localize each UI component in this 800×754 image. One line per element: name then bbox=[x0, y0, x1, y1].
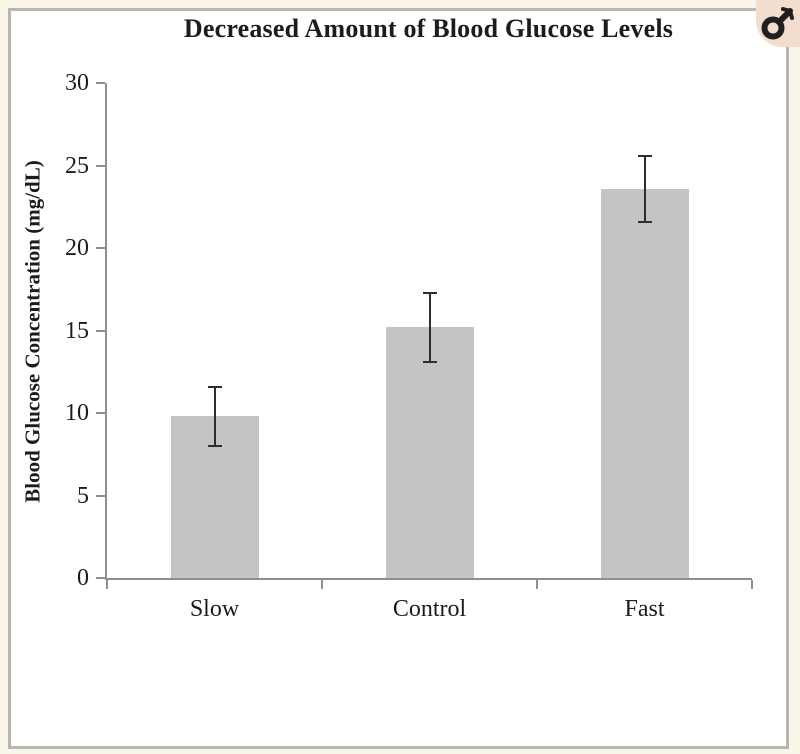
bar-fast bbox=[600, 188, 689, 578]
y-tick-mark bbox=[96, 494, 105, 497]
x-axis-category-label-slow: Slow bbox=[189, 596, 240, 622]
chart-title: Decreased Amount of Blood Glucose Levels bbox=[183, 14, 674, 43]
y-tick-label: 15 bbox=[65, 317, 89, 344]
x-tick-mark bbox=[751, 580, 753, 589]
error-bar-cap-top-fast bbox=[637, 154, 652, 157]
y-tick-label: 5 bbox=[77, 482, 89, 509]
male-symbol-icon bbox=[761, 6, 794, 39]
x-axis-category-label-fast: Fast bbox=[624, 596, 665, 622]
corner-badge[interactable] bbox=[756, 0, 800, 47]
plot-area: 0 5 10 15 20 25 30 Slow Control Fast bbox=[65, 70, 753, 622]
x-tick-mark bbox=[536, 580, 538, 589]
y-tick-mark bbox=[96, 577, 105, 579]
y-tick-mark bbox=[96, 247, 105, 249]
y-tick-label: 30 bbox=[65, 70, 89, 96]
error-bar-slow bbox=[213, 386, 216, 446]
x-axis-category-label-control: Control bbox=[392, 596, 467, 622]
x-tick-mark bbox=[321, 580, 323, 589]
y-tick-label: 0 bbox=[77, 565, 89, 591]
error-bar-fast bbox=[643, 155, 646, 222]
x-tick-mark bbox=[106, 580, 108, 589]
y-tick-mark bbox=[96, 329, 105, 332]
error-bar-cap-top-slow bbox=[207, 385, 222, 388]
error-bar-control bbox=[428, 292, 431, 362]
y-tick-label: 25 bbox=[65, 152, 89, 179]
y-tick-mark bbox=[96, 164, 105, 167]
error-bar-cap-bottom-control bbox=[422, 360, 437, 363]
y-tick-label: 10 bbox=[65, 400, 89, 426]
bar-control bbox=[385, 327, 474, 578]
y-tick-mark bbox=[96, 412, 105, 414]
error-bar-cap-bottom-slow bbox=[207, 445, 222, 447]
y-tick-mark bbox=[96, 82, 105, 84]
error-bar-cap-bottom-fast bbox=[637, 220, 652, 223]
y-tick-label: 20 bbox=[65, 235, 89, 261]
error-bar-cap-top-control bbox=[422, 291, 437, 294]
